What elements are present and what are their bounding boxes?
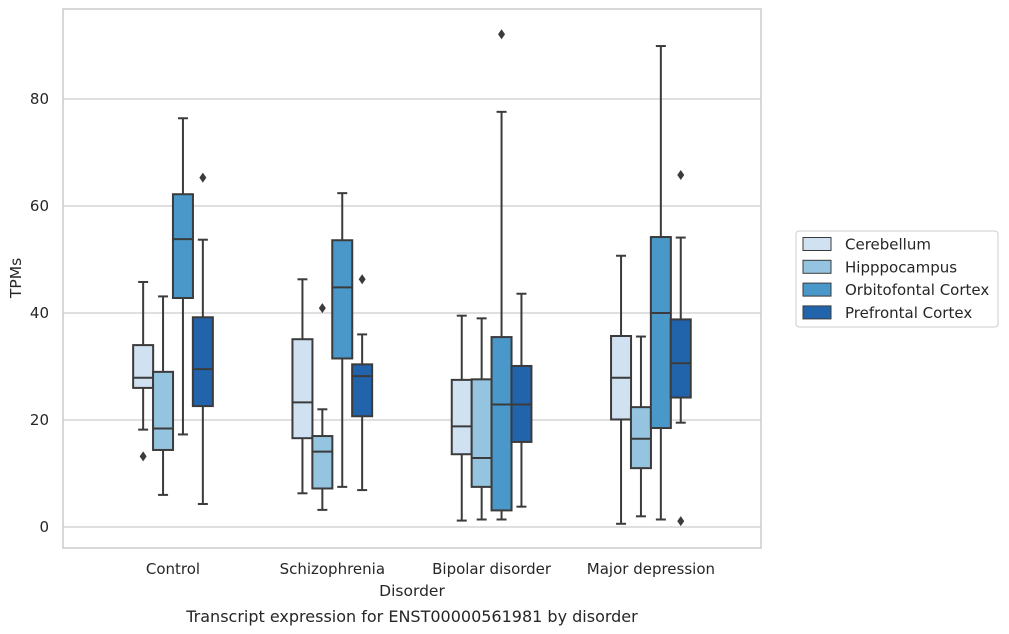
y-tick-labels: 0 20 40 60 80: [30, 90, 49, 536]
box-3-3: [669, 169, 692, 527]
legend: Cerebellum Hipppocampus Orbitofontal Corte…: [795, 230, 999, 328]
x-tick-labels: Control Schizophrenia Bipolar disorder Majo…: [146, 560, 715, 578]
box-body: [171, 193, 194, 300]
legend-swatch-0: [802, 237, 832, 251]
x-axis-title: Disorder: [379, 582, 445, 600]
legend-label-0: Cerebellum: [845, 236, 931, 254]
legend-label-1: Hipppocampus: [845, 258, 957, 276]
plot-frame: [62, 8, 762, 549]
outlier-point-0: [318, 303, 326, 314]
box-body: [649, 236, 672, 430]
box-body: [669, 318, 692, 399]
box-1-3: [351, 274, 374, 492]
box-body: [450, 378, 473, 456]
box-3-2: [649, 45, 672, 521]
legend-swatch-2: [802, 282, 832, 297]
legend-label-2: Orbitofontal Cortex: [845, 281, 989, 299]
legend-frame: [795, 230, 999, 328]
outlier-point-1: [677, 169, 685, 180]
y-tick-label-20: 20: [30, 411, 49, 429]
box-body: [152, 370, 175, 451]
box-3-0: [610, 254, 633, 525]
box-body: [191, 316, 214, 408]
box-1-2: [331, 192, 354, 488]
legend-swatch-1: [802, 259, 832, 274]
legend-label-3: Prefrontal Cortex: [845, 304, 972, 322]
legend-swatch-3: [802, 305, 832, 320]
box-body: [490, 336, 513, 512]
outlier-point-0: [498, 29, 506, 40]
box-0-3: [191, 172, 214, 505]
x-tick-label-1: Schizophrenia: [280, 560, 385, 578]
box-body: [629, 406, 652, 470]
outlier-point-0: [199, 172, 207, 183]
box-body: [331, 239, 354, 360]
box-0-1: [152, 295, 175, 496]
x-tick-label-2: Bipolar disorder: [432, 560, 552, 578]
y-axis-title: TPMs: [7, 258, 25, 299]
box-2-2: [490, 29, 513, 521]
outlier-point-0: [139, 451, 147, 462]
x-tick-label-3: Major depression: [587, 560, 715, 578]
outlier-point-0: [358, 274, 366, 285]
chart-caption: Transcript expression for ENST0000056198…: [185, 607, 638, 626]
y-tick-label-0: 0: [39, 518, 49, 536]
outlier-point-0: [677, 516, 685, 527]
y-tick-label-80: 80: [30, 90, 49, 108]
box-body: [351, 363, 374, 418]
box-3-1: [629, 335, 652, 518]
box-2-3: [510, 292, 533, 508]
legend-items: Cerebellum Hipppocampus Orbitofontal Corte…: [802, 236, 989, 322]
y-tick-label-40: 40: [30, 304, 49, 322]
box-body: [470, 378, 493, 488]
boxes: [132, 29, 692, 527]
box-1-1: [311, 303, 334, 511]
box-0-0: [132, 280, 155, 462]
box-0-2: [171, 117, 194, 436]
y-tick-label-60: 60: [30, 197, 49, 215]
box-1-0: [291, 278, 314, 495]
x-tick-label-0: Control: [146, 560, 200, 578]
box-body: [132, 344, 155, 389]
box-body: [291, 338, 314, 440]
box-2-0: [450, 314, 473, 522]
box-body: [311, 435, 334, 490]
